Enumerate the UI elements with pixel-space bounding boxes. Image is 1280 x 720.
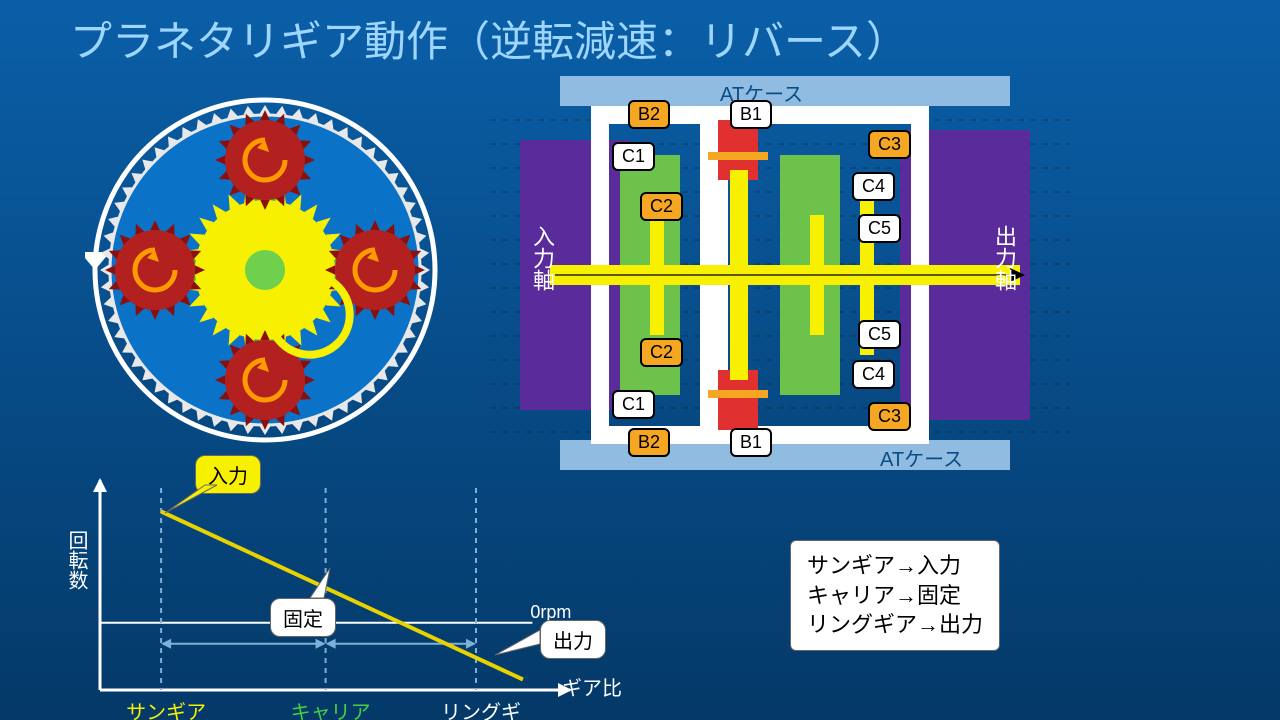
legend-box: サンギア→入力キャリア→固定リングギア→出力 xyxy=(790,540,1000,651)
legend-line: サンギア→入力 xyxy=(807,551,983,581)
legend-line: キャリア→固定 xyxy=(807,581,983,611)
legend-line: リングギア→出力 xyxy=(807,610,983,640)
callout-tails xyxy=(0,0,1280,720)
slide-root: プラネタリギア動作（逆転減速：リバース）ATケースATケース入力軸出力軸B1B1… xyxy=(0,0,1280,720)
